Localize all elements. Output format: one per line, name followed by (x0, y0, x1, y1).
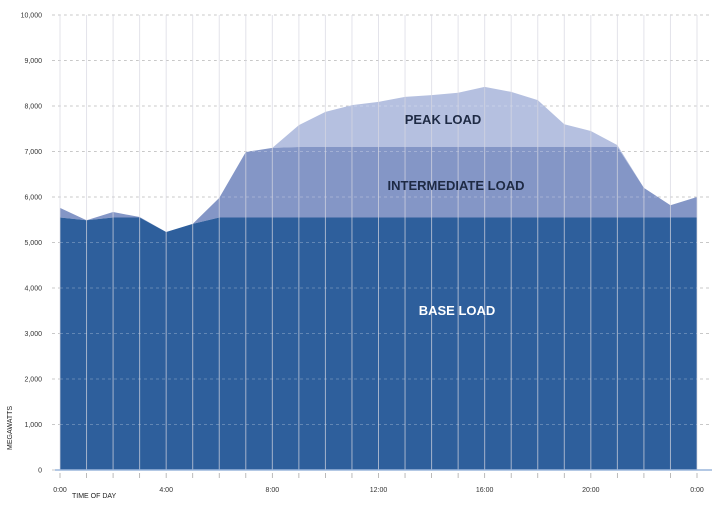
peak-load-label: PEAK LOAD (405, 112, 482, 127)
x-tick-label: 16:00 (476, 487, 494, 494)
y-tick-label: 8,000 (24, 104, 42, 111)
y-tick-label: 9,000 (24, 58, 42, 65)
x-tick-label: 0:00 (53, 487, 67, 494)
y-tick-label: 0 (38, 468, 42, 475)
y-tick-label: 1,000 (24, 422, 42, 429)
x-axis-title: TIME OF DAY (72, 493, 117, 500)
y-axis-title: MEGAWATTS (7, 406, 14, 450)
y-tick-label: 5,000 (24, 240, 42, 247)
x-tick-label: 20:00 (582, 487, 600, 494)
intermediate-load-label: INTERMEDIATE LOAD (388, 178, 525, 193)
y-tick-label: 2,000 (24, 377, 42, 384)
y-tick-label: 10,000 (21, 13, 43, 20)
base-load-label: BASE LOAD (419, 303, 496, 318)
vertical-gridlines (55, 15, 712, 478)
y-tick-label: 7,000 (24, 149, 42, 156)
x-tick-label: 4:00 (159, 487, 173, 494)
y-tick-label: 3,000 (24, 331, 42, 338)
y-axis-ticks: 0 1,000 2,000 3,000 4,000 5,000 6,000 7,000 8,00… (21, 13, 43, 475)
y-tick-label: 4,000 (24, 286, 42, 293)
y-tick-label: 6,000 (24, 195, 42, 202)
x-tick-label: 12:00 (370, 487, 388, 494)
x-tick-label: 0:00 (690, 487, 704, 494)
x-tick-label: 8:00 (266, 487, 280, 494)
x-axis-ticks: 0:00 4:00 8:00 12:00 16:00 20:00 0:00 (53, 487, 704, 494)
